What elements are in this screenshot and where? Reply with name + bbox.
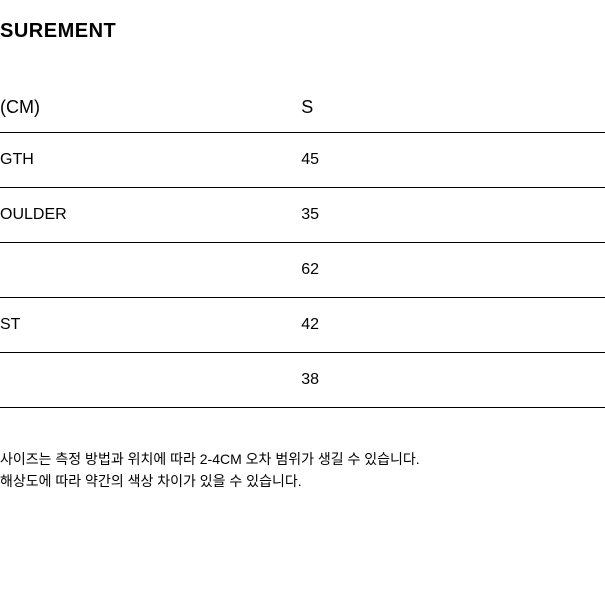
table-header-row: (CM) S [0,83,605,133]
table-row: ST 42 [0,298,605,353]
table-row: GTH 45 [0,133,605,188]
page-title: SUREMENT [0,20,605,43]
measurement-value: 45 [301,133,605,188]
measurement-label: GTH [0,133,301,188]
measurement-label: ST [0,298,301,353]
footer-notes: 사이즈는 측정 방법과 위치에 따라 2-4CM 오차 범위가 생길 수 있습니… [0,448,605,493]
measurement-container: SUREMENT (CM) S GTH 45 OULDER 35 62 ST [0,20,605,493]
unit-header: (CM) [0,83,301,133]
size-header: S [301,83,605,133]
measurement-value: 42 [301,298,605,353]
table-row: OULDER 35 [0,188,605,243]
size-table: (CM) S GTH 45 OULDER 35 62 ST 42 [0,83,605,408]
table-row: 38 [0,353,605,408]
footer-note-color: 해상도에 따라 약간의 색상 차이가 있을 수 있습니다. [0,470,605,492]
measurement-label [0,243,301,298]
measurement-value: 62 [301,243,605,298]
footer-note-size: 사이즈는 측정 방법과 위치에 따라 2-4CM 오차 범위가 생길 수 있습니… [0,448,605,470]
measurement-value: 38 [301,353,605,408]
measurement-label [0,353,301,408]
table-body: GTH 45 OULDER 35 62 ST 42 38 [0,133,605,408]
measurement-value: 35 [301,188,605,243]
measurement-label: OULDER [0,188,301,243]
table-row: 62 [0,243,605,298]
